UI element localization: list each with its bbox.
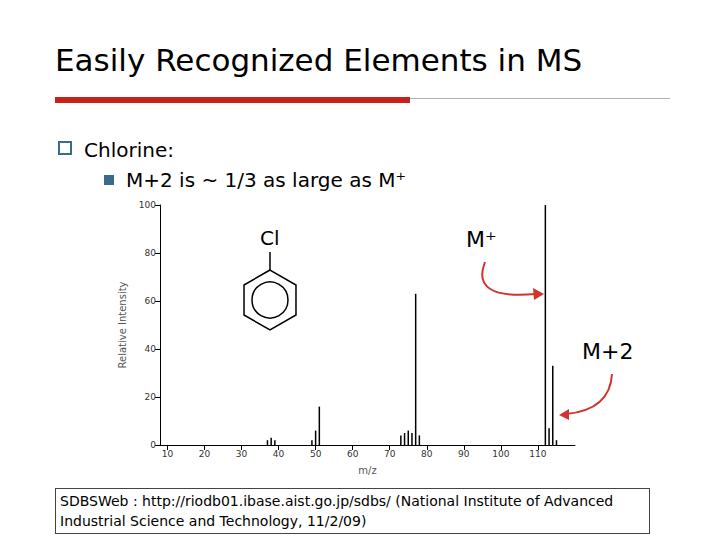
svg-text:M⁺: M⁺	[466, 227, 497, 252]
svg-text:30: 30	[236, 449, 248, 459]
svg-text:80: 80	[421, 449, 433, 459]
svg-text:100: 100	[139, 200, 156, 210]
svg-text:10: 10	[162, 449, 174, 459]
svg-text:70: 70	[384, 449, 396, 459]
html-text:Easily Recognized Elements in: Easily Recognized Elements in MS	[55, 42, 583, 78]
svg-text:Cl: Cl	[260, 226, 280, 250]
svg-text:M+2: M+2	[582, 339, 633, 364]
svg-text:m/z: m/z	[358, 465, 376, 476]
svg-text:100: 100	[492, 449, 509, 459]
svg-text:Relative Intensity: Relative Intensity	[117, 281, 128, 368]
svg-text:40: 40	[145, 344, 157, 354]
svg-text:40: 40	[273, 449, 285, 459]
svg-text:60: 60	[347, 449, 359, 459]
svg-text:20: 20	[145, 392, 157, 402]
svg-text:90: 90	[458, 449, 470, 459]
svg-text:50: 50	[310, 449, 322, 459]
svg-text:0: 0	[150, 440, 156, 450]
html-text:Chlorine:: Chlorine:	[84, 138, 174, 162]
svg-text:80: 80	[145, 248, 157, 258]
svg-text:20: 20	[199, 449, 211, 459]
html-text:M+2 is ~ 1/3 as large as M⁺: M+2 is ~ 1/3 as large as M⁺	[126, 168, 406, 192]
html-text:SDBSWeb : http://riodb01.ibase: SDBSWeb : http://riodb01.ibase.aist.go.j…	[60, 493, 614, 529]
svg-text:110: 110	[529, 449, 546, 459]
svg-text:60: 60	[145, 296, 157, 306]
